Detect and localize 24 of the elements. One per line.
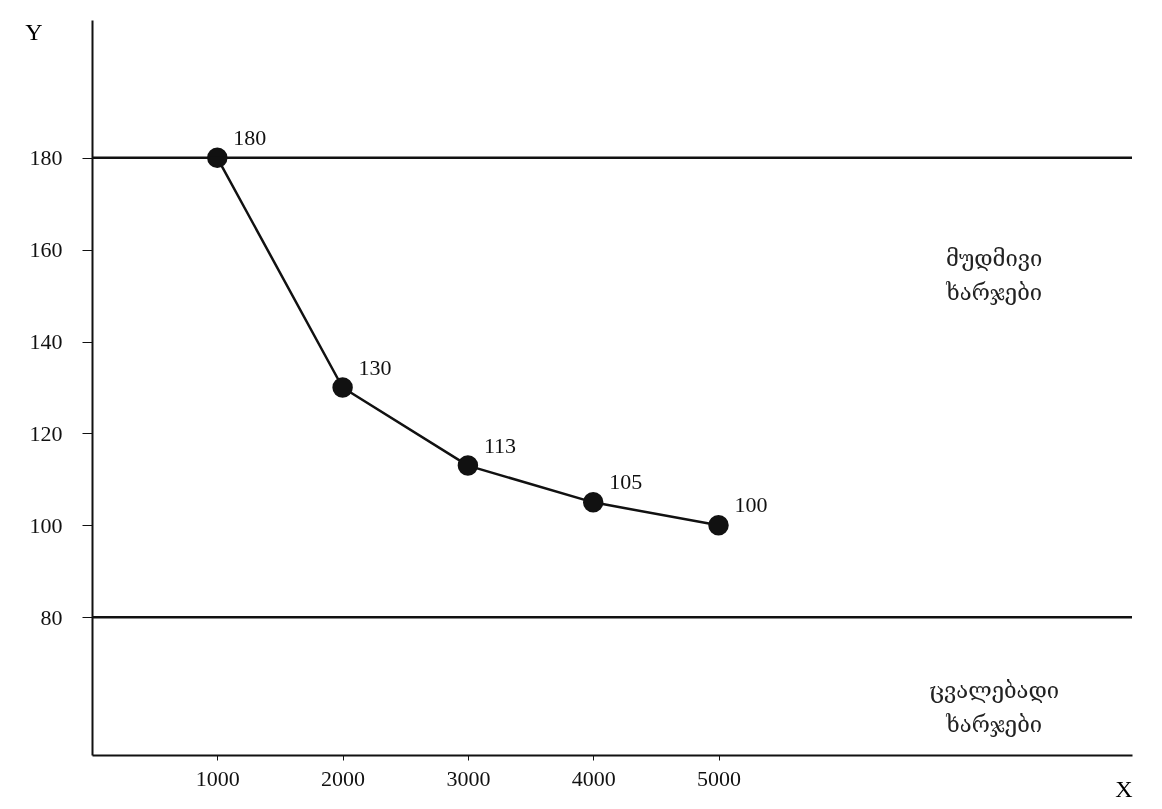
x-tick-label: 4000	[571, 765, 616, 791]
data-label: 130	[358, 354, 392, 380]
x-tick-label: 5000	[697, 765, 742, 791]
y-tick-label: 120	[29, 420, 63, 446]
point	[332, 377, 353, 398]
point	[708, 515, 729, 536]
y-tick-label: 180	[29, 145, 63, 171]
y-tick-label: 160	[29, 237, 63, 263]
data-label: 113	[483, 432, 517, 458]
y-tick-label: 140	[29, 329, 63, 355]
data-label: 180	[233, 124, 267, 150]
x-tick-label: 2000	[321, 765, 366, 791]
annotation: მუდმივი ხარჯები	[945, 245, 1043, 305]
y-axis-title: Y	[25, 18, 43, 45]
point	[582, 492, 604, 513]
x-axis-title: X	[1115, 775, 1133, 802]
x-tick-label: 1000	[195, 765, 240, 791]
annotation: ცვალებადი ხარჯები	[929, 677, 1060, 737]
data-label: 105	[609, 469, 643, 495]
data-label: 100	[734, 492, 768, 518]
y-tick-label: 100	[29, 512, 63, 538]
point	[457, 455, 479, 476]
x-tick-label: 3000	[446, 765, 491, 791]
y-tick-label: 80	[40, 604, 63, 630]
